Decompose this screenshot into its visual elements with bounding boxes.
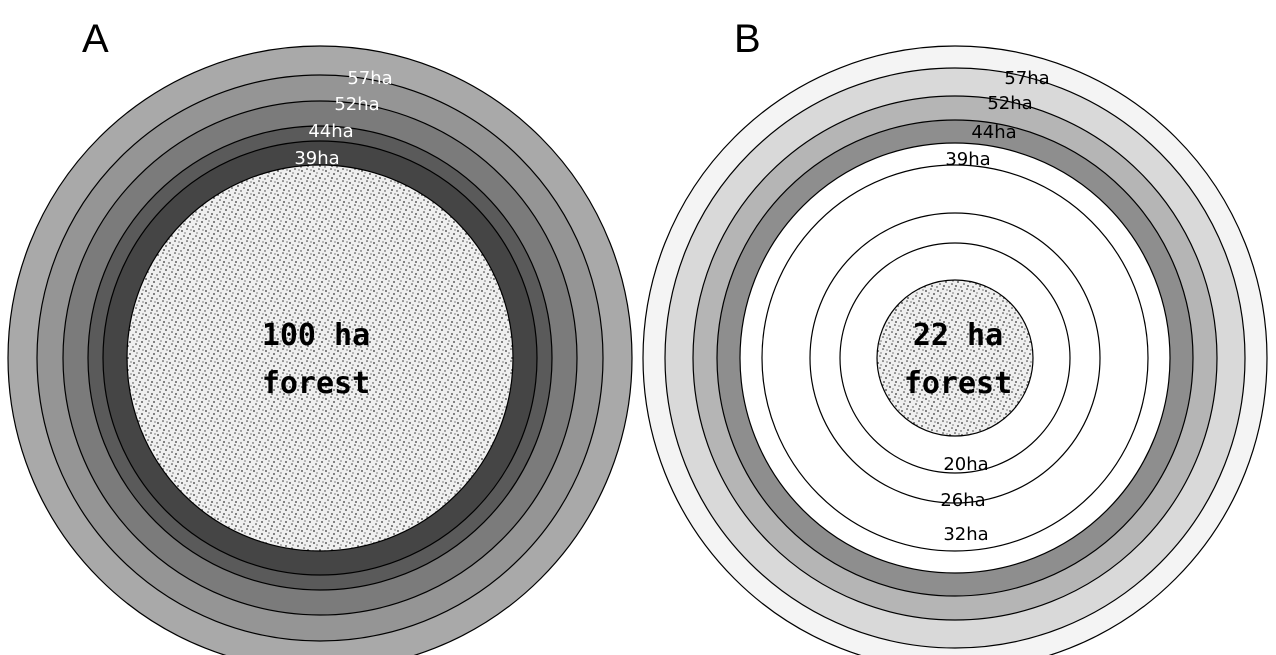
ring-label-20ha: 20ha [943, 454, 988, 475]
ring-label-26ha: 26ha [940, 490, 985, 511]
ring-label-57ha: 57ha [1004, 68, 1049, 89]
ring-label-39ha: 39ha [945, 149, 990, 170]
panel-a-forest-area: 100 ha [262, 318, 370, 353]
panel-a-forest-word: forest [262, 366, 370, 401]
panel-a-label: A [82, 17, 109, 61]
ring-label-44ha: 44ha [971, 122, 1016, 143]
panel-b-ring-labels: 57ha 52ha 44ha 39ha 32ha 26ha 20ha [940, 68, 1049, 545]
panel-b-forest-core [876, 279, 1034, 437]
ring-label-32ha: 32ha [943, 524, 988, 545]
ring-label-52ha: 52ha [334, 94, 379, 115]
panel-b-forest-area: 22 ha [913, 318, 1003, 353]
panel-b-forest-word: forest [904, 366, 1012, 401]
panel-a-forest-core [126, 164, 514, 552]
ring-label-57ha: 57ha [347, 68, 392, 89]
panel-b-label: B [734, 17, 761, 61]
ring-label-52ha: 52ha [987, 93, 1032, 114]
panel-a-ring-labels: 57ha 52ha 44ha 39ha [294, 68, 392, 169]
ring-label-44ha: 44ha [308, 121, 353, 142]
panel-b: B 22 ha forest 57ha 52ha 44ha 39ha 32ha 26ha 2… [642, 17, 1268, 655]
ring-label-39ha: 39ha [294, 148, 339, 169]
panel-a: A 100 ha forest 57ha 52ha 44ha 39ha [7, 17, 633, 655]
